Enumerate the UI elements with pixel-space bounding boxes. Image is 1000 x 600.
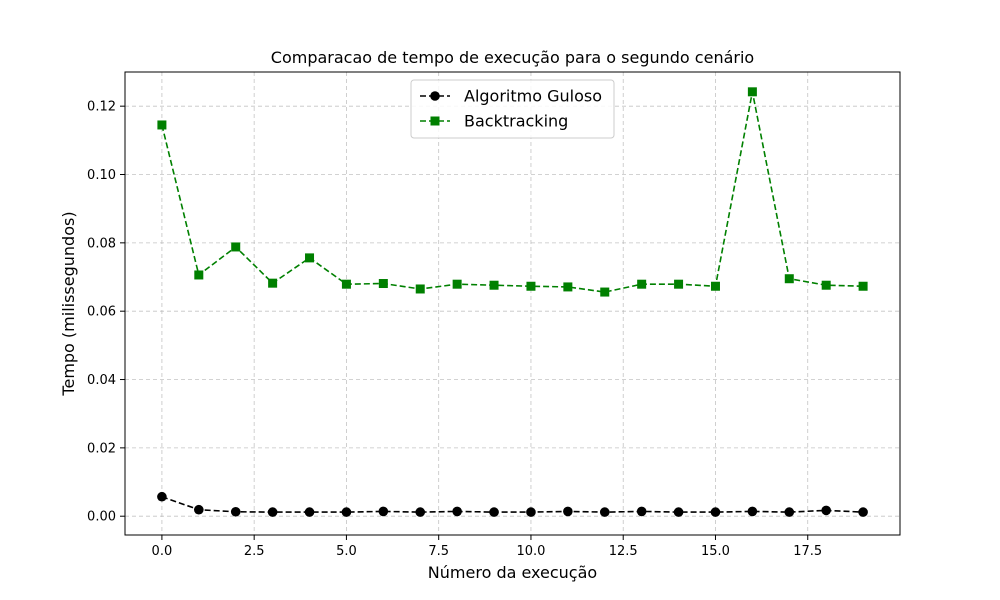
legend-item: Algoritmo Guloso (420, 87, 602, 106)
data-point (341, 279, 351, 289)
data-point (267, 507, 278, 517)
data-point (268, 278, 278, 288)
data-point (378, 279, 388, 289)
data-point (599, 507, 610, 517)
y-tick-label: 0.10 (87, 168, 116, 183)
data-point (304, 507, 315, 517)
series-line (161, 91, 864, 293)
data-point (637, 279, 647, 289)
plot-frame (124, 71, 901, 536)
data-point (526, 507, 536, 517)
data-point (858, 281, 868, 291)
legend-label: Backtracking (464, 112, 568, 131)
y-tick-label: 0.02 (87, 441, 116, 456)
data-point (378, 506, 389, 517)
x-tick-label: 5.0 (336, 544, 357, 559)
legend-marker (430, 91, 440, 101)
data-point (230, 506, 241, 517)
legend-marker (430, 116, 440, 126)
y-tick-label: 0.12 (87, 100, 116, 115)
series-line (161, 495, 864, 513)
legend: Algoritmo Guloso Backtracking (410, 79, 615, 139)
data-point (157, 120, 167, 130)
data-point (784, 507, 795, 517)
y-tick-label: 0.00 (87, 510, 116, 525)
x-tick-label: 17.5 (793, 544, 822, 559)
x-tick-label: 10.0 (516, 544, 545, 559)
data-point (821, 505, 831, 516)
series-backtracking (157, 87, 868, 297)
data-point (563, 282, 573, 292)
data-point (747, 87, 757, 97)
data-point (526, 281, 536, 291)
data-point (710, 507, 721, 517)
data-point (674, 279, 684, 289)
data-point (452, 506, 462, 517)
data-point (194, 270, 204, 280)
data-point (821, 280, 831, 290)
data-point (231, 242, 241, 252)
data-point (489, 507, 499, 517)
data-point (710, 281, 720, 291)
y-axis-label: Tempo (milissegundos) (59, 211, 78, 396)
data-point (673, 507, 684, 517)
y-axis-ticks: 0.00 0.02 0.04 0.06 0.08 0.10 0.12 (87, 100, 125, 525)
data-point (305, 253, 315, 263)
x-axis-ticks: 0.0 2.5 5.0 7.5 10.0 12.5 15.0 17.5 (152, 535, 822, 559)
data-point (341, 507, 352, 517)
x-axis-label: Número da execução (428, 563, 597, 582)
data-point (452, 279, 462, 289)
x-tick-label: 2.5 (244, 544, 265, 559)
y-tick-label: 0.08 (87, 236, 116, 251)
data-point (489, 280, 499, 290)
legend-label: Algoritmo Guloso (464, 87, 602, 106)
data-point (784, 274, 794, 284)
data-point (194, 504, 204, 515)
y-tick-label: 0.04 (87, 373, 116, 388)
data-point (600, 287, 610, 297)
data-point (563, 506, 573, 517)
y-tick-label: 0.06 (87, 305, 116, 320)
legend-box (410, 79, 615, 139)
data-point (415, 284, 425, 294)
legend-item: Backtracking (420, 112, 568, 131)
data-point (747, 506, 758, 517)
data-point (636, 506, 647, 517)
series-layer (157, 87, 868, 517)
grid (125, 72, 900, 535)
x-tick-label: 7.5 (428, 544, 449, 559)
data-point (415, 507, 426, 517)
x-tick-label: 0.0 (152, 544, 173, 559)
x-tick-label: 12.5 (609, 544, 638, 559)
data-point (157, 491, 167, 502)
x-tick-label: 15.0 (701, 544, 730, 559)
chart-title: Comparacao de tempo de execução para o s… (271, 48, 754, 67)
data-point (858, 507, 868, 517)
series-algoritmo-guloso (157, 491, 868, 517)
